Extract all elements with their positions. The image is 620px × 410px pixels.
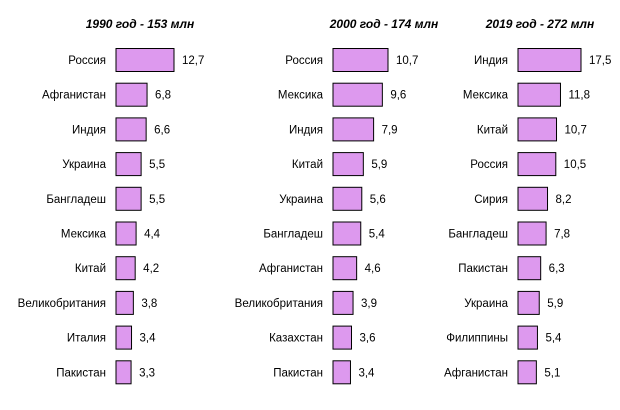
category-label: Пакистан: [458, 263, 508, 275]
chart-panel-2019: 2019 год - 272 млн Индия 17,5 Мексика 11,8 Ки…: [444, 17, 611, 385]
bar: [115, 290, 134, 315]
category-label: Россия: [285, 55, 323, 67]
bar: [332, 360, 351, 385]
bar: [332, 290, 354, 315]
value-label: 5,9: [371, 159, 387, 171]
category-label: Мексика: [61, 229, 107, 241]
category-label: Бангладеш: [263, 229, 323, 241]
value-label: 11,8: [568, 90, 590, 102]
category-label: Афганистан: [259, 263, 323, 275]
category-label: Индия: [474, 55, 508, 67]
category-label: Сирия: [474, 194, 508, 206]
value-label: 3,6: [360, 333, 376, 345]
category-label: Бангладеш: [46, 194, 106, 206]
bar: [517, 152, 557, 177]
chart-panel-1990: 1990 год - 153 млн Россия 12,7 Афганистан 6,…: [18, 17, 204, 385]
value-label: 3,8: [141, 298, 157, 310]
category-label: Бангладеш: [448, 229, 508, 241]
value-label: 7,8: [554, 229, 570, 241]
bar: [332, 152, 364, 177]
value-label: 12,7: [182, 55, 204, 67]
value-label: 5,4: [545, 333, 562, 345]
category-label: Индия: [72, 124, 106, 136]
value-label: 5,5: [149, 159, 165, 171]
value-label: 10,7: [396, 55, 418, 67]
bar: [332, 221, 362, 246]
bar: [517, 48, 582, 72]
value-label: 6,6: [154, 124, 170, 136]
value-label: 5,1: [544, 367, 560, 379]
value-label: 9,6: [390, 90, 406, 102]
bar: [332, 82, 383, 107]
value-label: 5,4: [369, 229, 386, 241]
value-label: 5,5: [149, 194, 165, 206]
bar: [332, 117, 375, 142]
bar: [517, 221, 547, 246]
value-label: 17,5: [589, 55, 611, 67]
bar: [332, 325, 353, 350]
value-label: 3,3: [139, 367, 155, 379]
bar: [115, 256, 136, 281]
bar: [517, 325, 538, 350]
category-label: Украина: [279, 194, 323, 206]
chart-panel-2000: 2000 год - 174 млн Россия 10,7 Мексика 9,6 Ин…: [235, 17, 439, 385]
category-label: Китай: [75, 263, 106, 275]
category-label: Италия: [67, 333, 106, 345]
bar: [115, 82, 148, 107]
value-label: 6,8: [155, 90, 171, 102]
category-label: Афганистан: [42, 90, 106, 102]
bar: [115, 186, 142, 211]
category-label: Китай: [292, 159, 323, 171]
value-label: 3,4: [358, 367, 375, 379]
category-label: Казахстан: [269, 333, 323, 345]
category-label: Мексика: [278, 90, 324, 102]
bar: [115, 360, 132, 385]
category-label: Китай: [477, 124, 508, 136]
value-label: 4,2: [143, 263, 159, 275]
value-label: 3,4: [140, 333, 157, 345]
value-label: 5,9: [547, 298, 563, 310]
value-label: 3,9: [361, 298, 377, 310]
chart-title: 2000 год - 174 млн: [329, 17, 439, 31]
bar: [517, 290, 540, 315]
bar: [115, 48, 175, 72]
bar: [332, 48, 389, 72]
bar: [115, 117, 147, 142]
chart-title: 2019 год - 272 млн: [485, 17, 595, 31]
value-label: 4,6: [365, 263, 381, 275]
value-label: 4,4: [144, 229, 161, 241]
bar: [115, 221, 137, 246]
category-label: Великобритания: [235, 298, 323, 310]
value-label: 7,9: [382, 124, 398, 136]
chart-title: 1990 год - 153 млн: [86, 17, 195, 31]
value-label: 8,2: [556, 194, 572, 206]
category-label: Украина: [464, 298, 508, 310]
category-label: Украина: [62, 159, 106, 171]
bar: [517, 117, 558, 142]
bar: [115, 325, 133, 350]
category-label: Мексика: [463, 90, 509, 102]
bar: [517, 360, 537, 385]
category-label: Индия: [289, 124, 323, 136]
category-label: Россия: [470, 159, 508, 171]
value-label: 6,3: [549, 263, 565, 275]
category-label: Пакистан: [56, 367, 106, 379]
value-label: 10,7: [565, 124, 587, 136]
category-label: Афганистан: [444, 367, 508, 379]
bar: [332, 186, 363, 211]
bar: [332, 256, 358, 281]
category-label: Великобритания: [18, 298, 106, 310]
bar: [115, 152, 142, 177]
bar: [517, 256, 542, 281]
bar: [517, 186, 549, 211]
value-label: 10,5: [564, 159, 586, 171]
category-label: Пакистан: [273, 367, 323, 379]
category-label: Россия: [68, 55, 106, 67]
value-label: 5,6: [370, 194, 386, 206]
bar: [517, 82, 561, 107]
category-label: Филиппины: [446, 333, 508, 345]
